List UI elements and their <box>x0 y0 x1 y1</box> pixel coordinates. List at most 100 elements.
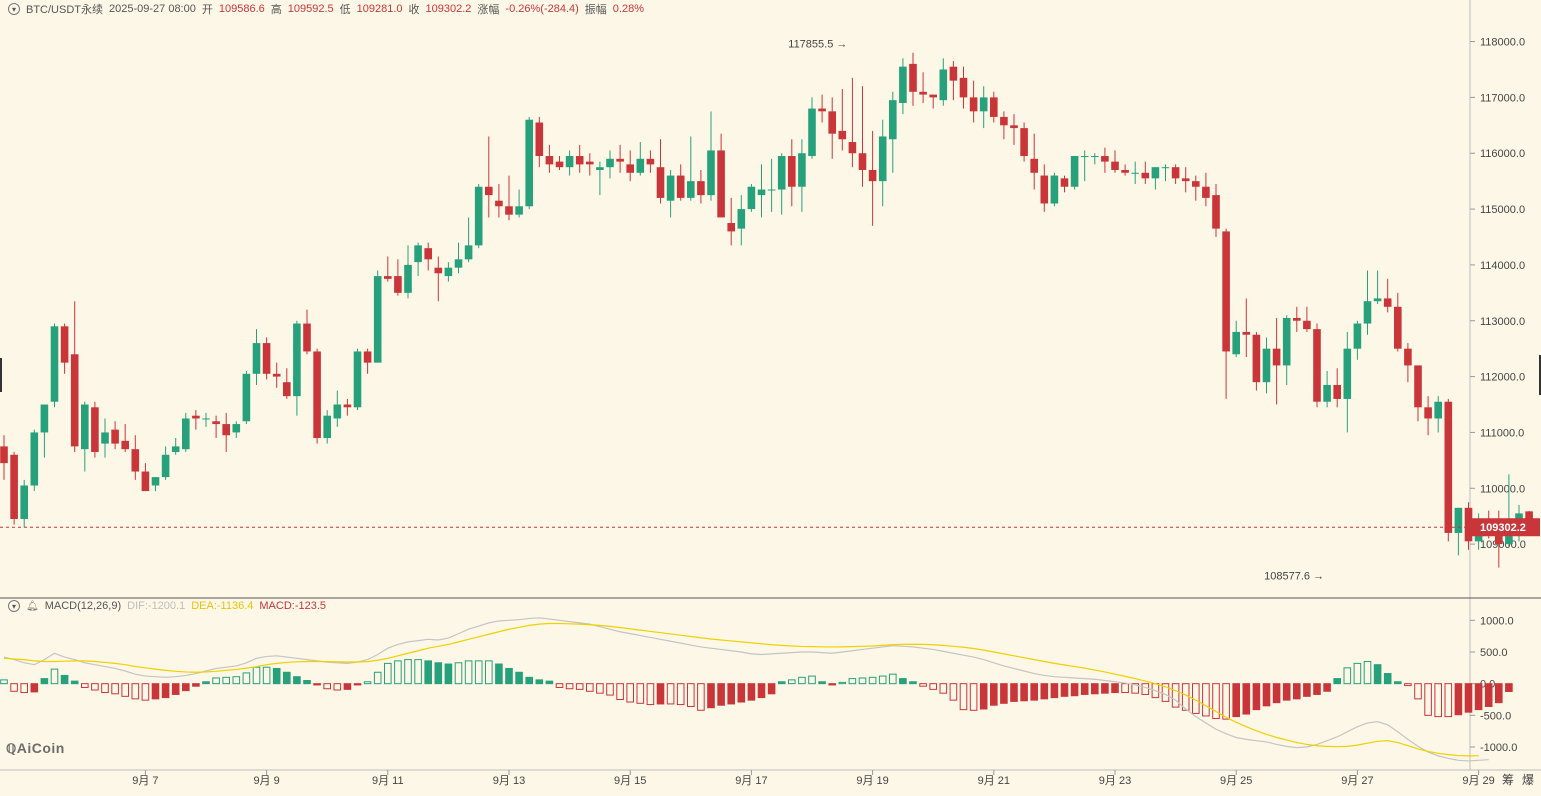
candle-body <box>798 153 806 187</box>
candle-body <box>1050 175 1059 204</box>
macd-histogram-bar <box>1000 683 1008 704</box>
macd-histogram-bar <box>323 683 331 690</box>
candle-body <box>121 440 129 450</box>
macd-histogram-bar <box>899 678 907 685</box>
candle-body <box>353 351 362 408</box>
macd-histogram-bar <box>1010 683 1018 702</box>
macd-histogram-bar <box>353 683 362 686</box>
candle-body <box>1313 329 1321 402</box>
candle-body <box>70 354 79 447</box>
candle-body <box>848 142 857 154</box>
candle-body <box>293 323 301 397</box>
macd-histogram-bar <box>1343 667 1352 685</box>
price-tick-label: 115000.0 <box>1480 204 1525 216</box>
macd-histogram-bar <box>919 683 927 687</box>
macd-histogram-bar <box>1080 683 1089 695</box>
macd-histogram-bar <box>808 675 816 685</box>
candle-body <box>141 471 150 492</box>
candle-body <box>1303 320 1311 330</box>
macd-histogram-bar <box>202 681 210 685</box>
collapse-icon[interactable]: ▾ <box>8 3 20 15</box>
macd-histogram-bar <box>1353 662 1362 685</box>
candle-body <box>899 66 907 103</box>
macd-histogram-bar <box>1252 683 1261 711</box>
time-tick-label: 9月 9 <box>253 775 279 787</box>
macd-histogram-bar <box>1414 683 1422 700</box>
macd-histogram-bar <box>707 683 715 709</box>
candle-body <box>20 485 28 519</box>
candle-body <box>909 63 917 92</box>
candle-body <box>949 66 958 81</box>
macd-histogram-bar <box>1383 673 1392 685</box>
last-price-tag <box>1472 518 1540 537</box>
macd-histogram-bar <box>91 683 99 691</box>
macd-histogram-bar <box>757 683 766 699</box>
low-value: 109281.0 <box>356 3 403 15</box>
candle-body <box>151 477 160 486</box>
macd-histogram-bar <box>1222 683 1230 720</box>
macd-histogram-bar <box>1202 683 1210 717</box>
price-tick-label: 116000.0 <box>1480 148 1525 160</box>
macd-histogram-bar <box>1363 661 1372 685</box>
time-tick-label: 9月 27 <box>1341 775 1373 787</box>
macd-histogram-bar <box>1070 683 1079 697</box>
macd-histogram-bar <box>545 680 554 685</box>
time-tick-label: 9月 29 <box>1462 775 1494 787</box>
candle-body <box>1091 156 1099 158</box>
macd-histogram-bar <box>1293 683 1301 700</box>
left-edge-marker <box>0 358 2 392</box>
macd-histogram-bar <box>636 683 645 704</box>
macd-histogram-bar <box>343 683 352 690</box>
macd-histogram-bar <box>838 681 847 685</box>
macd-histogram-bar <box>1495 683 1503 704</box>
aicoin-logo-icon: ℚ <box>6 741 17 756</box>
dif-line <box>3 617 1489 762</box>
candle-body <box>485 186 493 196</box>
macd-histogram-bar <box>121 683 130 697</box>
candle-body <box>1212 195 1220 229</box>
macd-histogram-bar <box>555 683 564 688</box>
macd-histogram-bar <box>1434 683 1443 718</box>
candle-body <box>1010 125 1018 129</box>
macd-histogram-bar <box>1040 683 1049 700</box>
close-value: 109302.2 <box>425 3 472 15</box>
candle-body <box>202 418 210 420</box>
macd-histogram-bar <box>1050 683 1059 699</box>
symbol-label[interactable]: BTC/USDT永续 <box>26 4 103 16</box>
macd-histogram-bar <box>394 660 402 685</box>
candle-body <box>1272 348 1281 366</box>
macd-value: MACD:-123.5 <box>259 600 327 612</box>
macd-collapse-icon[interactable]: ▾ <box>8 600 20 612</box>
candle-body <box>1242 331 1251 335</box>
candle-body <box>707 150 715 196</box>
time-tick-label: 9月 21 <box>978 775 1010 787</box>
macd-histogram-bar <box>222 676 230 685</box>
candle-body <box>868 169 877 182</box>
candle-body <box>959 77 968 98</box>
candle-body <box>1495 535 1503 545</box>
macd-histogram-bar <box>868 676 877 685</box>
macd-label[interactable]: MACD(12,26,9) <box>44 600 122 612</box>
price-tick-label: 114000.0 <box>1480 260 1525 272</box>
time-tick-label: 9月 15 <box>614 775 646 787</box>
candle-body <box>1161 167 1170 169</box>
macd-histogram-bar <box>1060 683 1069 697</box>
macd-histogram-bar <box>828 683 837 686</box>
candle-body <box>131 449 140 472</box>
macd-histogram-bar <box>767 683 776 695</box>
candle-body <box>272 373 281 377</box>
macd-tick-label: 500.0 <box>1480 647 1508 659</box>
bell-icon[interactable]: 🔔︎ <box>26 600 39 612</box>
candle-body <box>50 326 59 402</box>
macd-histogram-bar <box>293 676 301 685</box>
amplitude-label: 振幅 <box>584 4 607 16</box>
macd-histogram-bar <box>798 676 806 685</box>
candle-body <box>1222 231 1230 352</box>
candle-body <box>1141 172 1150 179</box>
candle-body <box>515 206 523 215</box>
candle-body <box>1101 156 1109 162</box>
macd-histogram-bar <box>697 683 705 711</box>
macd-histogram-bar <box>596 683 604 694</box>
